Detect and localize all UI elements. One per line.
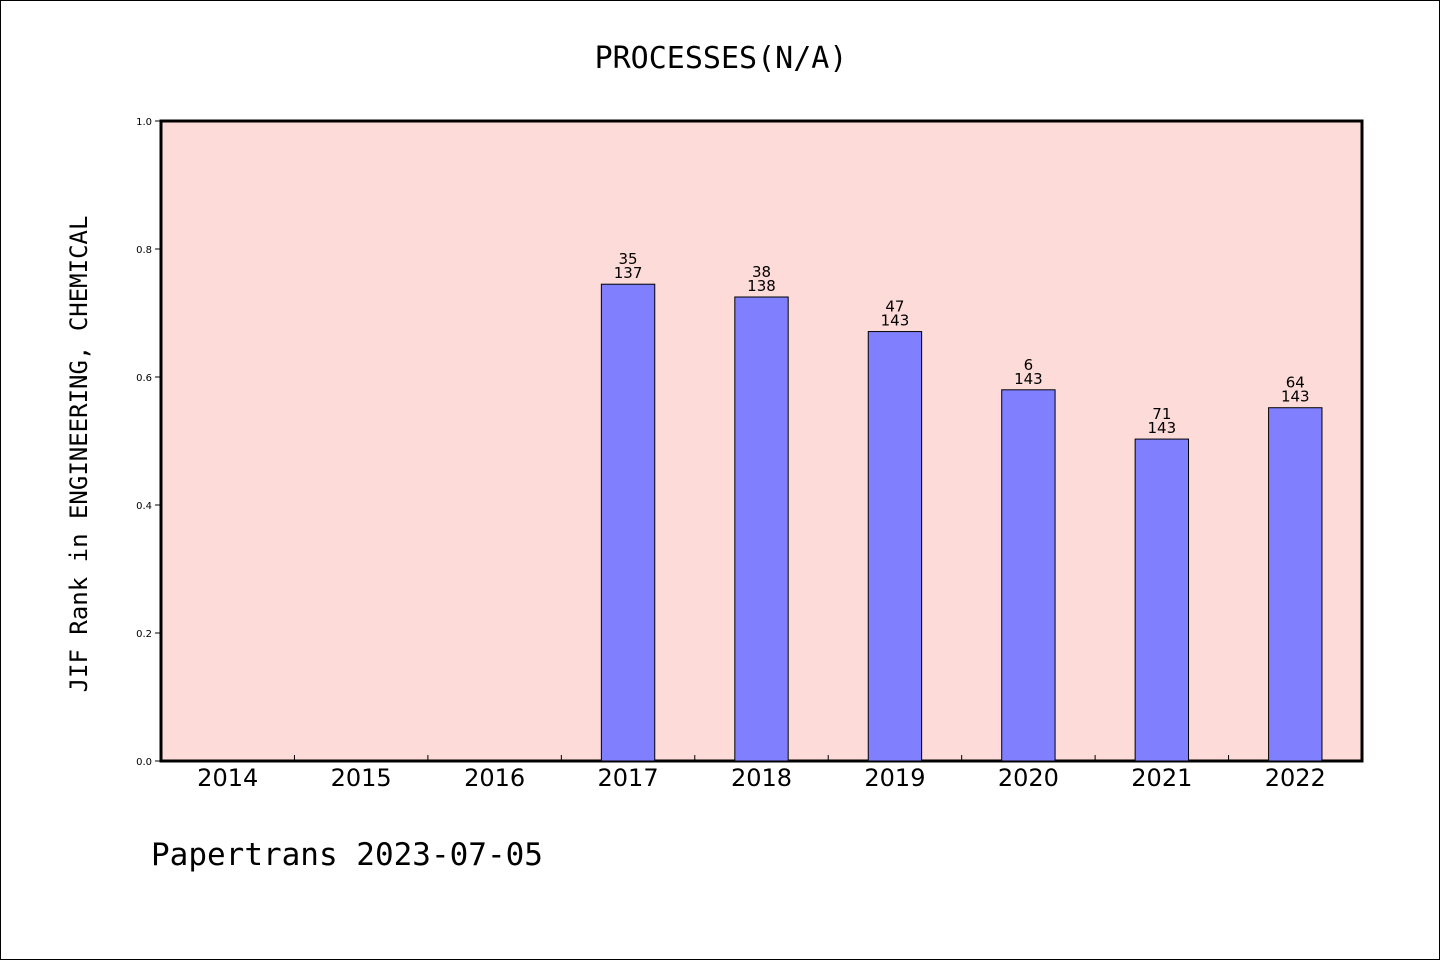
bar <box>1134 438 1190 762</box>
data-label-rank: 64 <box>1286 374 1305 392</box>
bar <box>600 283 656 762</box>
data-label-rank: 71 <box>1152 405 1171 423</box>
x-tick-label: 2022 <box>1265 764 1326 792</box>
data-label-total: 143 <box>1281 388 1310 406</box>
footer-credit: Papertrans 2023-07-05 <box>151 837 543 873</box>
y-tick-label: 1.0 <box>136 117 152 128</box>
x-tick-label: 2019 <box>864 764 925 792</box>
data-label-rank: 47 <box>885 298 904 316</box>
y-tick-label: 0.2 <box>136 629 152 640</box>
data-label-total: 138 <box>747 277 776 295</box>
x-tick-label: 2015 <box>331 764 392 792</box>
y-tick-label: 0.8 <box>136 245 152 256</box>
x-tick-label: 2017 <box>598 764 659 792</box>
bar <box>1268 407 1323 762</box>
y-axis-ticks: 0.0 0.2 0.4 0.6 0.8 1.0 <box>136 117 161 768</box>
x-tick-label: 2016 <box>464 764 525 792</box>
y-tick-label: 0.6 <box>136 373 152 384</box>
data-label-rank: 6 <box>1024 356 1034 374</box>
x-tick-label: 2021 <box>1131 764 1192 792</box>
data-label-total: 143 <box>1014 370 1043 388</box>
y-tick-label: 0.4 <box>136 501 152 512</box>
y-tick-label: 0.0 <box>136 757 152 768</box>
bars <box>600 283 1323 762</box>
data-label-rank: 38 <box>752 263 771 281</box>
bar <box>867 331 923 762</box>
bar <box>734 296 789 762</box>
data-label-rank: 35 <box>619 250 638 268</box>
chart-title: PROCESSES(N/A) <box>595 41 848 76</box>
x-axis-ticks: 2014 2015 2016 2017 2018 2019 2020 2021 2022 <box>197 755 1326 792</box>
data-label-total: 143 <box>881 312 910 330</box>
y-axis-label: JIF Rank in ENGINEERING, CHEMICAL <box>65 216 93 693</box>
x-tick-label: 2020 <box>998 764 1059 792</box>
x-tick-label: 2014 <box>197 764 258 792</box>
data-label-total: 137 <box>614 264 643 282</box>
data-label-total: 143 <box>1148 419 1177 437</box>
x-tick-label: 2018 <box>731 764 792 792</box>
bar <box>1001 389 1056 762</box>
